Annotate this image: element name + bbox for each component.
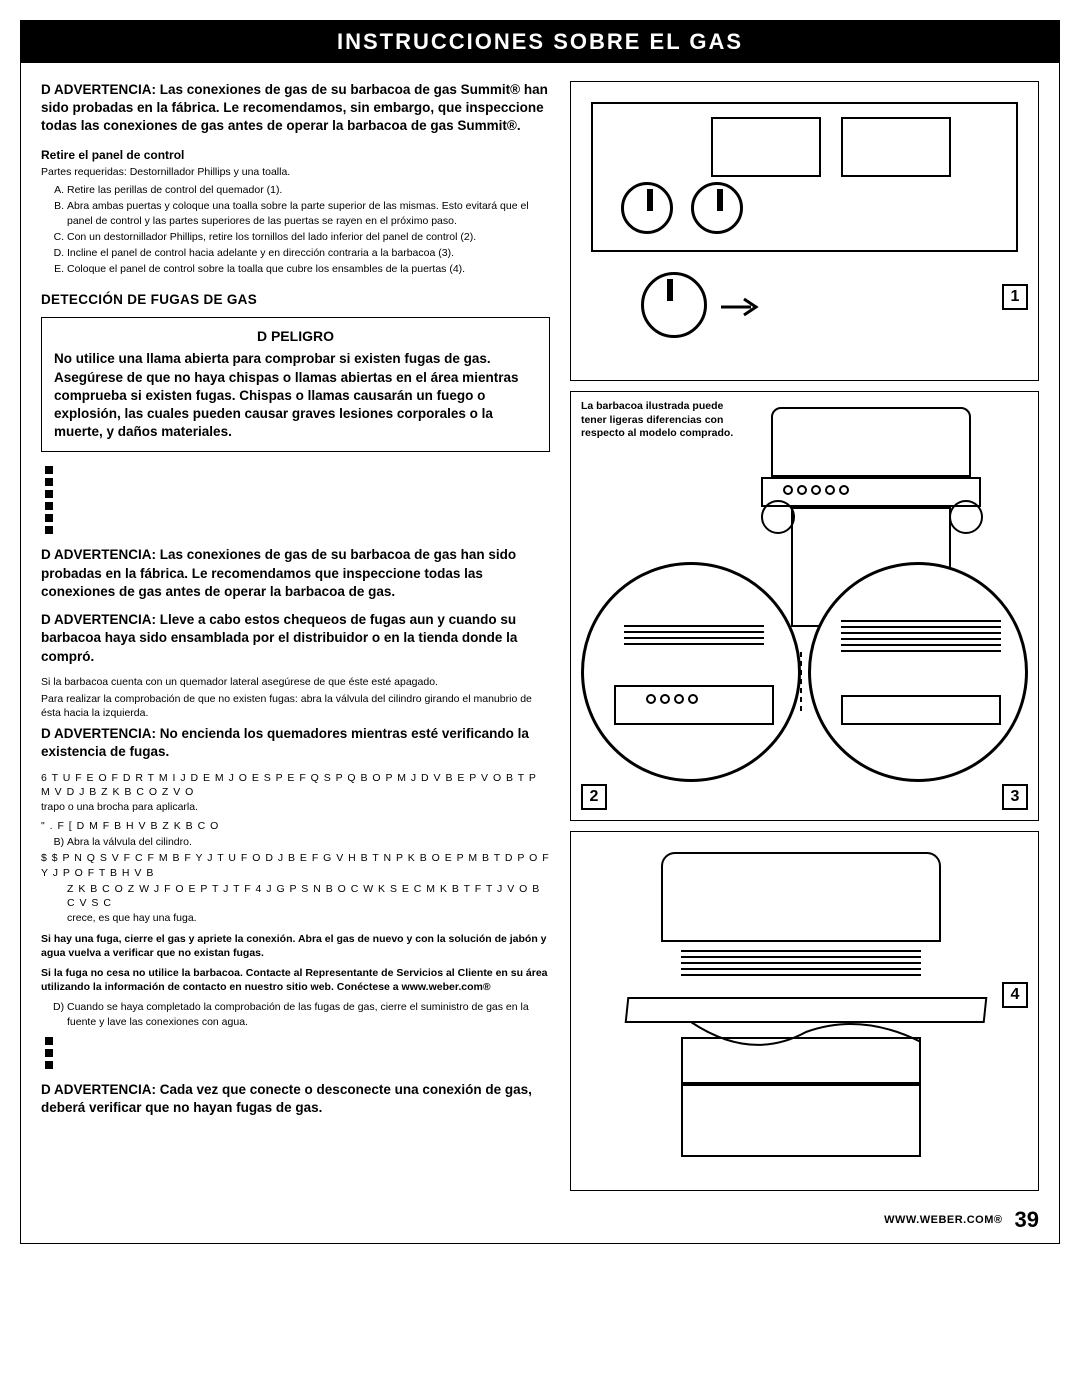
figure-number-box: 3 (1002, 784, 1028, 810)
garbled-line: $ $ P N Q S V F C F M B F Y J T U F O D … (41, 851, 550, 879)
step-item: Cuando se haya completado la comprobació… (67, 1000, 550, 1028)
step-item: Coloque el panel de control sobre la toa… (67, 262, 550, 276)
leak-instruction-1: Si hay una fuga, cierre el gas y apriete… (41, 932, 550, 960)
danger-text: No utilice una llama abierta para compro… (54, 350, 537, 441)
figure-number: 3 (1011, 788, 1020, 806)
intro-warning: D ADVERTENCIA: Las conexiones de gas de … (41, 81, 550, 136)
garbled-line: trapo o una brocha para aplicarla. (41, 801, 550, 815)
soap-steps: Abra la válvula del cilindro. (41, 835, 550, 849)
control-knob-icon (691, 182, 743, 234)
garbled-line: " . F [ D M F B H V B Z K B C O (41, 819, 550, 833)
control-knob-icon (621, 182, 673, 234)
header-title: INSTRUCCIONES SOBRE EL GAS (337, 29, 743, 54)
control-knob-icon (641, 272, 707, 338)
warning-4: D ADVERTENCIA: No encienda los quemadore… (41, 725, 550, 761)
grill-illustration (771, 407, 971, 477)
garbled-line: Z K B C O Z W J F O E P T J T F 4 J G P … (41, 882, 550, 910)
two-column-layout: D ADVERTENCIA: Las conexiones de gas de … (41, 81, 1039, 1191)
figure-number-box: 4 (1002, 982, 1028, 1008)
step-item: Incline el panel de control hacia adelan… (67, 246, 550, 260)
section-header: INSTRUCCIONES SOBRE EL GAS (21, 21, 1059, 63)
warning-2: D ADVERTENCIA: Las conexiones de gas de … (41, 546, 550, 601)
figure-number-box: 2 (581, 784, 607, 810)
figure-number: 2 (590, 788, 599, 806)
warning-3: D ADVERTENCIA: Lleve a cabo estos cheque… (41, 611, 550, 666)
footer-url: WWW.WEBER.COM® (884, 1214, 1002, 1226)
page-content: D ADVERTENCIA: Las conexiones de gas de … (21, 63, 1059, 1201)
step-item: Abra la válvula del cilindro. (67, 835, 550, 849)
leak-instruction-2: Si la fuga no cesa no utilice la barbaco… (41, 966, 550, 994)
parts-required: Partes requeridas: Destornillador Philli… (41, 166, 550, 180)
figure-caption: La barbacoa ilustrada puede tener ligera… (581, 400, 751, 441)
zoom-detail-right (808, 562, 1028, 782)
figure-2-3: La barbacoa ilustrada puede tener ligera… (570, 391, 1039, 821)
page-footer: WWW.WEBER.COM® 39 (21, 1201, 1059, 1243)
grill-illustration (661, 852, 941, 942)
arrow-icon (716, 287, 766, 327)
step-item: Con un destornillador Phillips, retire l… (67, 230, 550, 244)
right-column: 1 La barbacoa ilustrada puede tener lige… (570, 81, 1039, 1191)
obscured-text-block-2 (45, 1037, 550, 1069)
figure-number: 1 (1011, 288, 1020, 306)
danger-label: D PELIGRO (54, 328, 537, 344)
check-line: Para realizar la comprobación de que no … (41, 693, 550, 720)
figure-4: 4 (570, 831, 1039, 1191)
side-burner-line: Si la barbacoa cuenta con un quemador la… (41, 676, 550, 690)
figure-number: 4 (1011, 986, 1020, 1004)
page-frame: INSTRUCCIONES SOBRE EL GAS D ADVERTENCIA… (20, 20, 1060, 1244)
step-item: Abra ambas puertas y coloque una toalla … (67, 199, 550, 227)
garbled-line: crece, es que hay una fuga. (41, 912, 550, 926)
remove-panel-steps: Retire las perillas de control del quema… (41, 183, 550, 276)
left-column: D ADVERTENCIA: Las conexiones de gas de … (41, 81, 550, 1191)
connector-line (796, 652, 826, 712)
page-number: 39 (1015, 1207, 1039, 1233)
zoom-detail-left (581, 562, 801, 782)
figure-1: 1 (570, 81, 1039, 381)
remove-panel-heading: Retire el panel de control (41, 148, 550, 162)
obscured-text-block (45, 466, 550, 534)
final-steps: Cuando se haya completado la comprobació… (41, 1000, 550, 1028)
warning-5: D ADVERTENCIA: Cada vez que conecte o de… (41, 1081, 550, 1117)
detection-title: DETECCIÓN DE FUGAS DE GAS (41, 292, 550, 307)
figure-number-box: 1 (1002, 284, 1028, 310)
garbled-line: 6 T U F E O F D R T M I J D E M J O E S … (41, 771, 550, 799)
step-item: Retire las perillas de control del quema… (67, 183, 550, 197)
danger-box: D PELIGRO No utilice una llama abierta p… (41, 317, 550, 452)
